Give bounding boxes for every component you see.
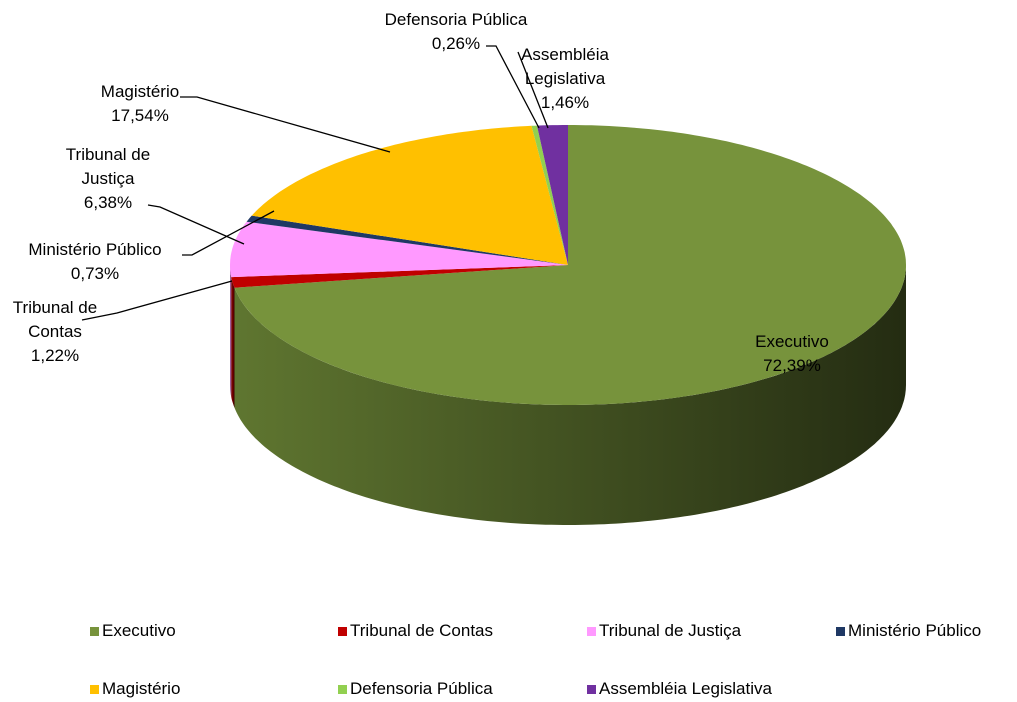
legend-swatch xyxy=(90,685,99,694)
data-label-value: 6,38% xyxy=(83,193,133,212)
legend-label: Tribunal de Justiça xyxy=(599,621,742,640)
pie-side xyxy=(234,265,906,525)
data-label-value: 17,54% xyxy=(111,106,169,125)
legend-label: Magistério xyxy=(102,679,181,698)
data-label-name: Assembléia Legislativa xyxy=(521,45,609,88)
leader-line xyxy=(182,210,275,256)
data-label-name: Ministério Público xyxy=(28,240,162,259)
legend-label: Defensoria Pública xyxy=(350,679,493,698)
legend-swatch xyxy=(338,685,347,694)
pie-slice xyxy=(537,125,568,265)
data-label: Tribunal de Contas 1,22% xyxy=(5,296,105,368)
leader-line xyxy=(180,96,391,153)
pie-slice xyxy=(230,221,568,278)
data-label: Executivo 72,39% xyxy=(692,330,892,378)
legend-swatch xyxy=(836,627,845,636)
data-label-value: 72,39% xyxy=(763,356,821,375)
data-label: Defensoria Pública 0,26% xyxy=(356,8,556,56)
data-label-value: 0,73% xyxy=(70,264,120,283)
leader-line xyxy=(147,204,245,245)
data-label-value: 1,22% xyxy=(30,346,80,365)
legend-swatch xyxy=(587,685,596,694)
pie-slice xyxy=(234,125,906,405)
legend-label: Ministério Público xyxy=(848,621,982,640)
pie-slice xyxy=(246,215,568,265)
legend-label: Executivo xyxy=(102,621,176,640)
leader-line xyxy=(517,51,549,129)
legend-swatch xyxy=(90,627,99,636)
data-label-value: 0,26% xyxy=(431,34,481,53)
pie-slice xyxy=(251,125,568,265)
legend-label: Tribunal de Contas xyxy=(350,621,494,640)
data-label: Assembléia Legislativa 1,46% xyxy=(510,43,620,115)
data-label-name: Executivo xyxy=(755,332,829,351)
pie-side xyxy=(231,277,235,408)
data-label-name: Tribunal de Justiça xyxy=(65,145,151,188)
legend-label: Assembléia Legislativa xyxy=(599,679,772,698)
leader-line xyxy=(81,280,233,321)
pie-slice xyxy=(231,265,569,288)
data-label: Magistério 17,54% xyxy=(40,80,240,128)
data-label-value: 1,46% xyxy=(540,93,590,112)
data-label: Tribunal de Justiça 6,38% xyxy=(53,143,163,215)
leader-line xyxy=(486,45,540,129)
legend-swatch xyxy=(587,627,596,636)
legend-swatch xyxy=(338,627,347,636)
pie-slice xyxy=(531,125,568,265)
data-label-name: Tribunal de Contas xyxy=(12,298,98,341)
data-label-name: Defensoria Pública xyxy=(384,10,528,29)
pie-side xyxy=(230,265,232,398)
data-label: Ministério Público 0,73% xyxy=(0,238,195,286)
data-label-name: Magistério xyxy=(100,82,180,101)
